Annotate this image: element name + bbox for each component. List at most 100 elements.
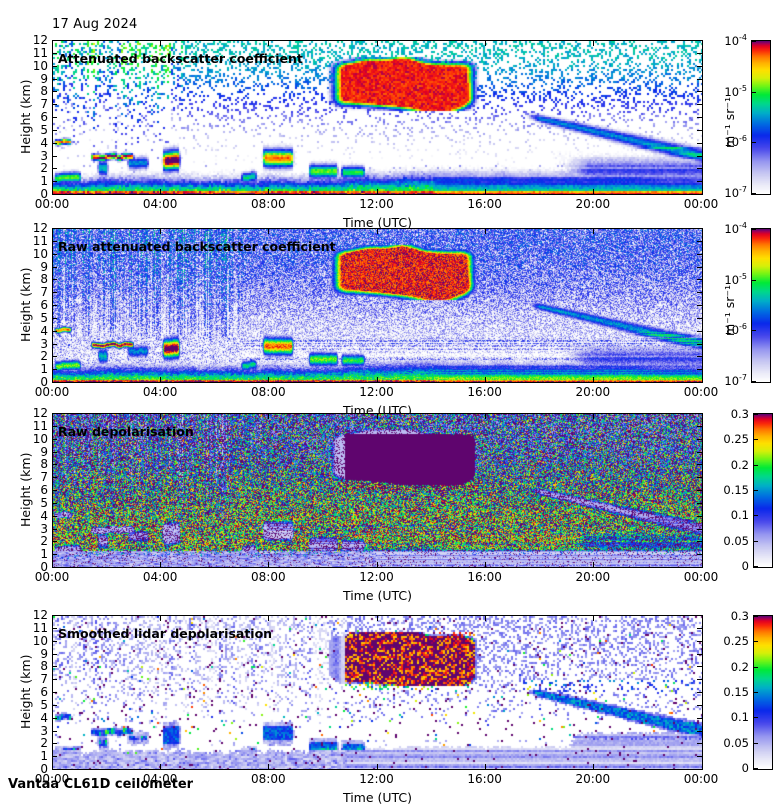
y-tick-mark-right [697, 730, 702, 732]
y-tick-mark [52, 666, 57, 668]
colorbar-tick-label: 0.05 [723, 533, 749, 548]
y-tick-mark-right [697, 567, 702, 568]
y-tick-mark [52, 343, 57, 345]
x-tick-mark [268, 189, 270, 194]
y-axis-attenuated-backscatter: 0 1 2 3 4 5 6 7 8 9 10 11 12 [26, 34, 48, 200]
y-tick-mark [52, 52, 57, 54]
y-tick-mark-right [697, 40, 702, 41]
colorbar-tick-mark [754, 616, 758, 617]
y-tick-mark-right [697, 104, 702, 106]
y-tick-label: 6 [40, 298, 48, 312]
colorbar-tick-base: 10 [724, 186, 740, 200]
x-axis-label: Time (UTC) [342, 790, 413, 805]
y-tick-mark-right [697, 369, 702, 371]
x-tick-mark-top [268, 616, 270, 621]
y-tick-label: 7 [40, 97, 48, 112]
y-tick-mark-right [697, 756, 702, 758]
y-tick-label: 2 [40, 534, 48, 549]
y-tick-label: 10 [32, 58, 48, 73]
colorbar-tick-label: 10-7 [703, 374, 747, 388]
colorbar-tick-label: 0.25 [723, 634, 749, 649]
x-tick-label: 12:00 [359, 772, 394, 786]
colorbar-tick-base: 10 [724, 323, 740, 338]
y-tick-mark-right [697, 666, 702, 668]
y-tick-mark-right [697, 240, 702, 242]
colorbar-tick-exponent: -6 [739, 134, 747, 144]
colorbar-tick-label: 0 [741, 559, 749, 573]
colorbar-tick-label: 0.2 [730, 659, 749, 674]
y-tick-label: 4 [40, 135, 48, 150]
y-tick-mark-right [697, 615, 702, 616]
x-tick-mark-top [376, 616, 378, 621]
y-tick-label: 6 [40, 685, 48, 699]
y-tick-mark-right [697, 502, 702, 504]
y-tick-mark [52, 117, 57, 118]
x-tick-label: 08:00 [251, 385, 286, 399]
y-tick-label: 0 [40, 375, 48, 389]
x-tick-label: 04:00 [142, 385, 178, 399]
x-tick-label: 00:00 [34, 197, 70, 211]
y-tick-mark [52, 253, 57, 255]
x-tick-mark [268, 764, 270, 769]
y-tick-mark [52, 181, 57, 183]
colorbar-raw-depolarisation [753, 413, 773, 568]
x-tick-mark [592, 764, 594, 769]
y-tick-mark [52, 91, 57, 93]
y-tick-mark [52, 743, 57, 745]
colorbar-tick-label: 10-5 [703, 84, 747, 98]
y-tick-mark [52, 155, 57, 157]
y-tick-label: 9 [40, 259, 48, 274]
y-tick-mark [52, 541, 57, 543]
y-tick-mark-right [697, 717, 702, 719]
y-tick-mark [52, 305, 57, 306]
y-tick-mark-right [697, 266, 702, 268]
colorbar-tick-mark [752, 229, 756, 230]
colorbar-tick-mark [754, 742, 758, 744]
colorbar-tick-exponent: -7 [739, 185, 747, 195]
colorbar-tick-mark [752, 381, 756, 382]
colorbar-gradient [754, 616, 772, 769]
y-tick-mark-right [697, 279, 702, 281]
colorbar-tick-mark [752, 41, 756, 42]
x-tick-label: 12:00 [359, 197, 394, 211]
y-tick-label: 2 [40, 736, 48, 751]
colorbar-tick-label: 0.05 [723, 735, 749, 750]
x-tick-mark [592, 562, 594, 567]
x-tick-mark [592, 377, 594, 382]
colorbar-attenuated-backscatter [751, 40, 771, 195]
y-tick-label: 1 [40, 362, 48, 377]
y-tick-mark [52, 692, 57, 693]
x-tick-label: 00:00 [34, 772, 70, 786]
y-tick-mark [52, 653, 57, 655]
y-tick-label: 9 [40, 444, 48, 459]
x-tick-mark-top [484, 41, 486, 46]
y-tick-label: 2 [40, 161, 48, 176]
y-tick-mark-right [697, 490, 702, 491]
heatmap-raw-depolarisation [53, 414, 702, 567]
y-tick-mark-right [697, 640, 702, 642]
colorbar-tick-label: 0 [741, 761, 749, 775]
y-tick-mark-right [697, 305, 702, 306]
colorbar-unit-label: m⁻¹ sr⁻¹ [722, 284, 737, 336]
x-tick-mark [376, 764, 378, 769]
colorbar-tick-mark [752, 279, 756, 281]
y-tick-mark-right [697, 317, 702, 319]
x-tick-label: 04:00 [142, 570, 178, 584]
x-tick-mark-top [592, 616, 594, 621]
x-tick-mark [484, 189, 486, 194]
y-tick-label: 11 [32, 45, 48, 60]
y-tick-mark [52, 142, 57, 144]
y-tick-label: 4 [40, 323, 48, 338]
y-tick-label: 9 [40, 646, 48, 661]
y-tick-mark [52, 78, 57, 80]
y-tick-mark [52, 769, 57, 770]
y-tick-mark [52, 679, 57, 681]
y-tick-mark [52, 627, 57, 629]
y-tick-label: 0 [40, 762, 48, 776]
y-tick-mark [52, 554, 57, 556]
y-tick-mark-right [697, 117, 702, 118]
y-tick-label: 1 [40, 749, 48, 764]
y-tick-mark-right [697, 91, 702, 93]
colorbar-tick-exponent: -5 [739, 271, 747, 281]
y-tick-mark-right [697, 477, 702, 479]
